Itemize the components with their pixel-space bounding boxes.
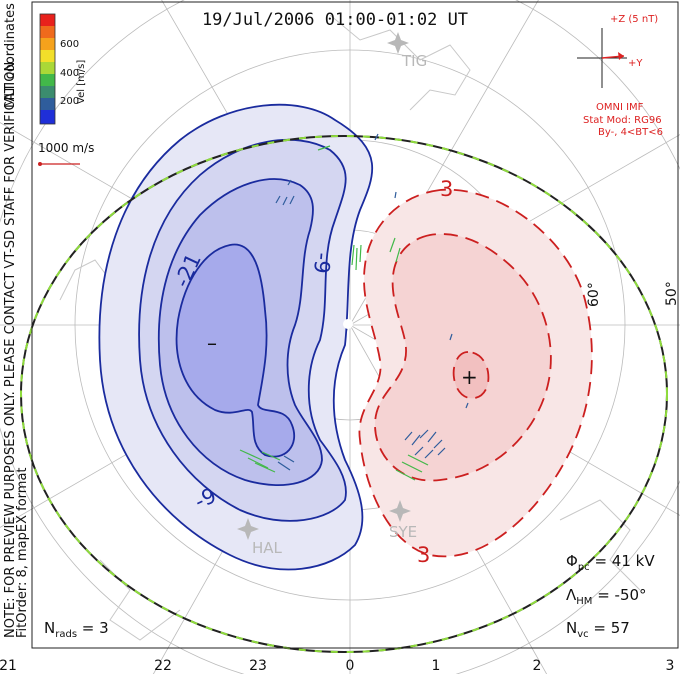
lat-label-60: 60° [586,282,602,307]
negative-cell [98,103,374,571]
potential-min-marker: – [207,331,217,355]
note-line-1: NOTE: FOR PREVIEW PURPOSES ONLY. PLEASE … [3,58,18,638]
ref-vector-origin [38,162,42,166]
stat-lambda-value: -50° [615,586,647,604]
contour-label-pos-3-top: 3 [440,177,453,201]
positive-fill-3 [452,351,490,400]
stat-phi: Φpc = 41 kV [566,552,655,573]
station-label-hal: HAL [252,539,283,557]
mlt-tick-0: 0 [346,658,355,674]
mlt-tick-22: 22 [154,658,172,674]
plot-frame [31,1,679,649]
positive-cell [358,188,593,558]
stat-lambda: ΛHM = -50° [566,586,647,607]
mlt-tick-1: 1 [432,658,441,674]
imf-panel: +Z (5 nT) +Y OMNI IMF Stat Mod: RG96 By-… [577,14,663,138]
pole-marker [343,319,353,329]
station-markers: TIG HAL SYE [237,32,427,557]
stat-nvc-value: 57 [611,619,630,637]
imf-model: Stat Mod: RG96 [583,115,662,126]
mlt-tick-2: 2 [533,658,542,674]
mlt-tick-3: 3 [666,658,675,674]
mlt-tick-23: 23 [249,658,267,674]
station-label-sye: SYE [389,523,417,541]
station-icon-sye [389,500,411,522]
colorbar-tick-400: 400 [60,68,79,79]
stat-nrads: Nrads = 3 [44,619,109,640]
heppner-maynard-boundary [20,135,668,653]
colorbar-tick-200: 200 [60,96,79,107]
mlt-tick-21: 21 [0,658,17,674]
velocity-vectors [239,133,469,481]
stat-phi-value: 41 kV [612,552,656,570]
note-line-2: FitOrder: 8, mapEX format [15,467,30,638]
imf-condition: By-, 4<BT<6 [598,127,663,138]
colorbar-label: Vel [m/s] [76,60,87,104]
contour-label-pos-3-bottom: 3 [417,543,430,567]
mlt-axis: 21 22 23 0 1 2 3 [0,658,674,674]
ref-vector-label: 1000 m/s [38,141,94,155]
lat-label-50: 50° [664,281,680,306]
station-icon-tig [387,32,409,54]
colorbar-tick-600: 600 [60,39,79,50]
map-title: 19/Jul/2006 01:00-01:02 UT [202,10,468,30]
imf-y-label: +Y [628,58,643,69]
station-icon-hal [237,518,259,540]
potential-max-marker: + [461,365,478,389]
velocity-colorbar: 600 400 200 Vel [m/s] [39,13,87,125]
stat-nrads-value: 3 [99,619,109,637]
imf-source: OMNI IMF [596,102,644,113]
imf-z-label: +Z (5 nT) [610,14,658,25]
stat-nvc: Nvc = 57 [566,619,630,640]
contour-label-neg-9-top: -9 [309,252,335,275]
negative-fill-4 [175,243,296,458]
station-label-tig: TIG [401,52,427,70]
coord-label: MLT coordinates [3,3,18,108]
